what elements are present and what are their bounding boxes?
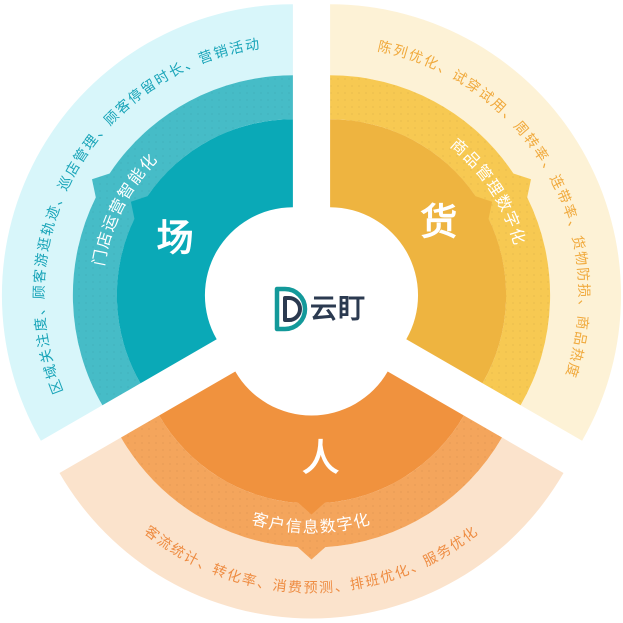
logo-d-inner-icon (283, 296, 302, 322)
logo-d-outer-icon (274, 286, 308, 332)
chang-inner-ring (116, 119, 293, 384)
chang-middle-ring-texture (72, 75, 293, 406)
ren-outer-ring (59, 437, 564, 619)
huo-core-label: 货 (420, 202, 457, 243)
chang-outer-ring (1, 4, 293, 441)
chang-core-label: 场 (157, 217, 194, 258)
huo-inner-ring (330, 119, 507, 384)
ren-middle-ring-texture (121, 415, 502, 560)
huo-middle-ring-texture (330, 75, 551, 406)
huo-outer-ring (330, 4, 622, 441)
ren-core-label: 人 (302, 438, 339, 479)
logo-text: 云盯 (310, 294, 366, 324)
logo: 云盯 (274, 286, 366, 332)
ren-inner-ring (159, 371, 464, 515)
